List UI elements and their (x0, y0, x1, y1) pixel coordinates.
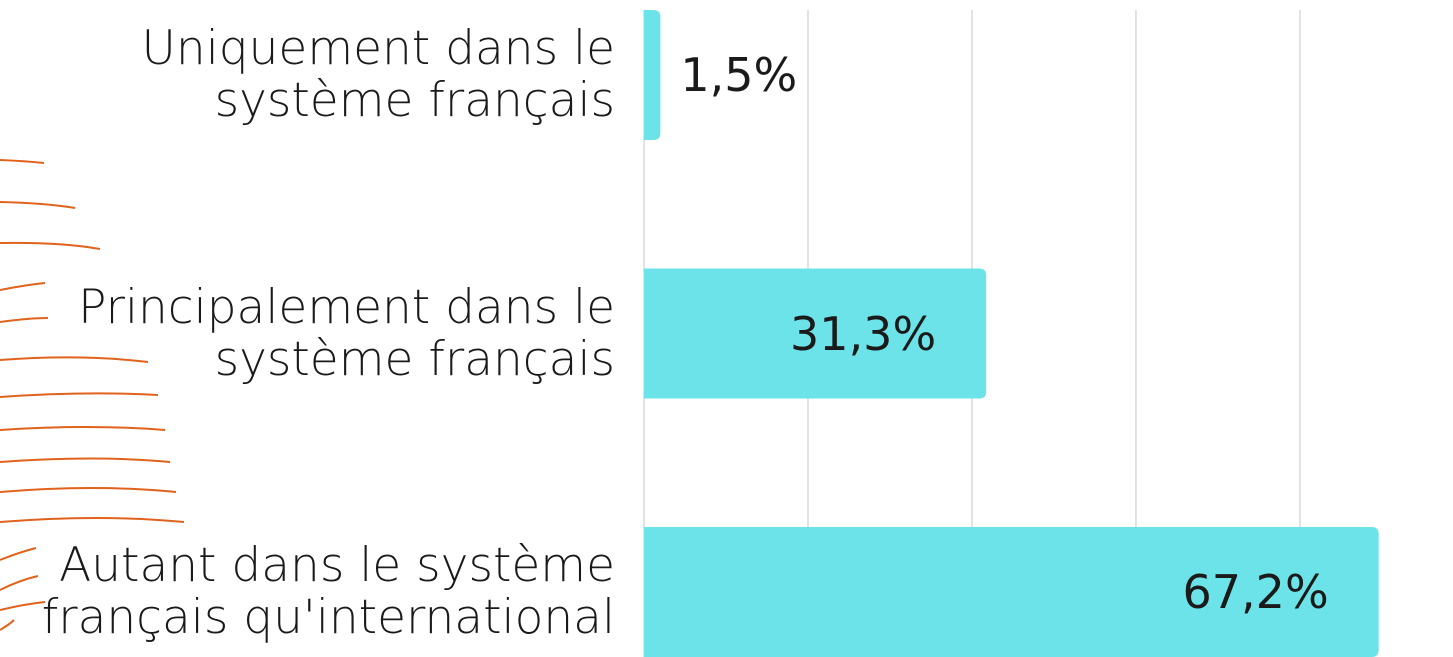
bar (644, 10, 660, 140)
category-label: Principalement dans le système français (0, 282, 615, 386)
value-label: 1,5% (680, 48, 797, 102)
chart: Uniquement dans le système français 1,5% P… (0, 0, 1453, 657)
value-label: 31,3% (790, 307, 936, 361)
category-label: Uniquement dans le système français (0, 23, 615, 127)
category-label: Autant dans le système français qu'inter… (0, 540, 615, 644)
value-label: 67,2% (1183, 565, 1329, 619)
